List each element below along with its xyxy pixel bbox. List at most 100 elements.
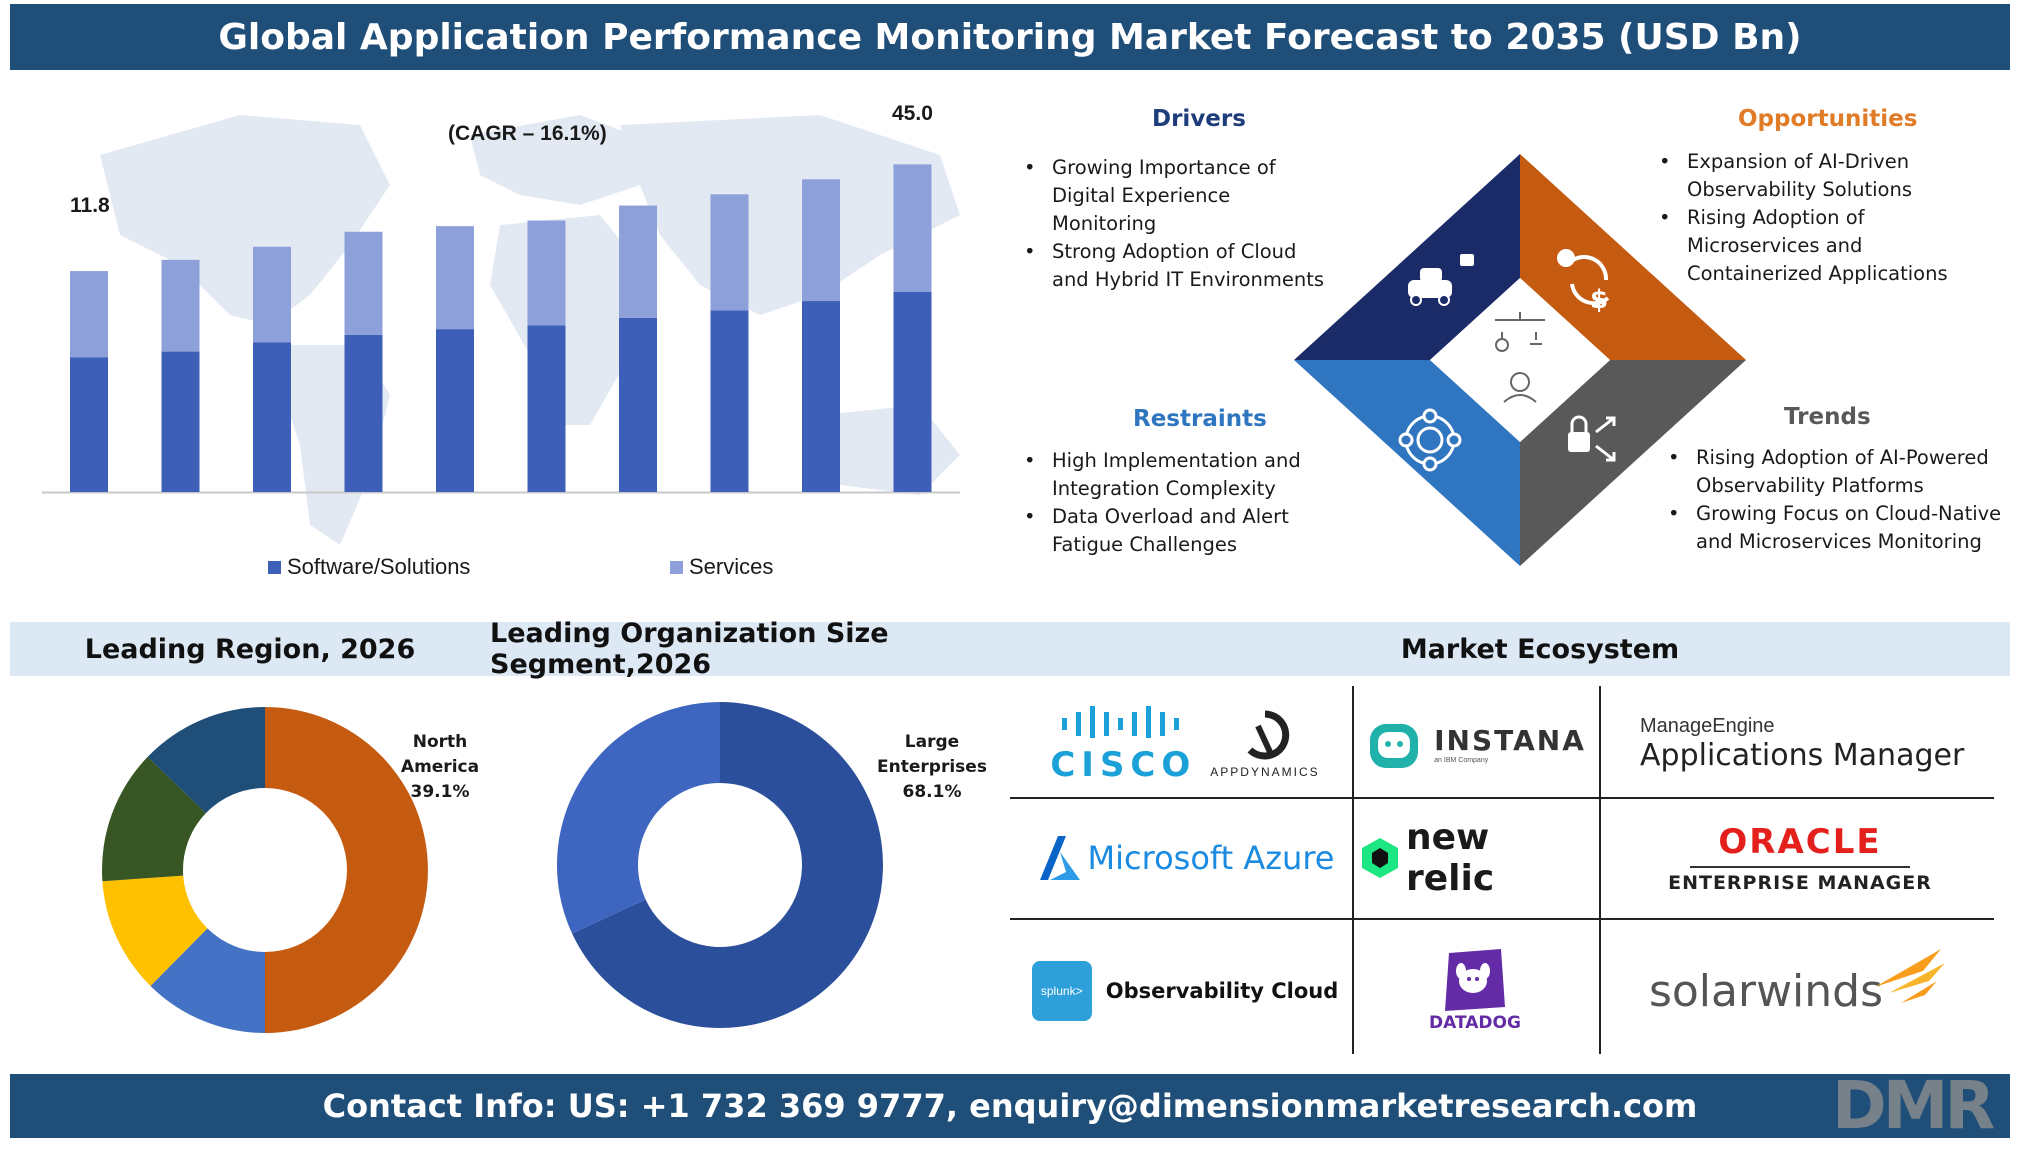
bar-software-2027 (161, 351, 200, 492)
manageengine-logo: ManageEngine Applications Manager (1606, 696, 1994, 792)
analytics-person-icon (1495, 312, 1545, 403)
lock-arrows-icon (1568, 415, 1616, 462)
trends-item-line: and Microservices Monitoring (1696, 530, 1982, 553)
drivers-item-line: Digital Experience (1052, 184, 1231, 207)
bar-services-2033 (710, 194, 749, 311)
trends-item-line: Growing Focus on Cloud-Native (1696, 502, 2002, 525)
org-label-line: Large (904, 732, 960, 752)
bar-services-2034 (802, 179, 840, 302)
x-tick-label: 2030 (431, 508, 480, 510)
opportunities-item-line: Expansion of AI-Driven (1687, 150, 1910, 173)
instana-logo: INSTANA an IBM Company (1360, 696, 1590, 792)
splunk-icon: splunk> (1031, 961, 1092, 1021)
observability-cloud-wordmark: Observability Cloud (1105, 979, 1339, 1003)
trends-title: Trends (1784, 404, 1871, 430)
region-label-line: North (412, 732, 468, 752)
ecosystem-title: Market Ecosystem (1400, 633, 1680, 665)
drivers-quadrant (1294, 154, 1520, 360)
x-tick-label: 2035 (888, 508, 937, 510)
restraints-title: Restraints (1133, 406, 1267, 432)
donut-slice (572, 702, 883, 1028)
trends-item: Rising Adoption of AI-Powered Observabil… (1668, 444, 2001, 500)
datadog-wordmark: DATADOG (1429, 1013, 1521, 1033)
restraints-item-line: Integration Complexity (1052, 477, 1276, 500)
drivers-item-line: and Hybrid IT Environments (1052, 268, 1325, 291)
legend-swatch-services (670, 560, 683, 574)
bar-software-2029 (344, 334, 383, 492)
restraints-item-line: High Implementation and (1052, 449, 1301, 472)
contact-footer: Contact Info: US: +1 732 369 9777, enqui… (10, 1074, 2010, 1138)
trends-quadrant (1520, 360, 1746, 566)
donut-slice (102, 875, 208, 986)
restraints-quadrant (1294, 360, 1520, 566)
donut-slice (102, 756, 206, 882)
last-value-label: 45.0 (892, 102, 933, 125)
solarwinds-logo: solarwinds (1606, 928, 1994, 1054)
new-relic-wordmark: new relic (1406, 817, 1495, 899)
org-donut-chart (557, 702, 883, 1028)
bar-services-2026 (70, 271, 108, 358)
microsoft-azure-logo: Microsoft Azure (1030, 808, 1340, 908)
legend-label-services: Services (689, 554, 774, 579)
eco-grid-line (1010, 797, 1994, 799)
instana-robot-icon (1370, 724, 1419, 768)
bar-services-2031 (527, 220, 566, 326)
ecosystem-section-header: Market Ecosystem (1010, 622, 2010, 676)
opportunities-item-line: Observability Solutions (1687, 178, 1913, 201)
x-tick-label: 2027 (156, 508, 205, 510)
x-tick-label: 2026 (65, 508, 114, 510)
eco-grid-line (1599, 686, 1601, 1054)
restraints-item-line: Fatigue Challenges (1052, 533, 1238, 556)
cagr-annotation: (CAGR – 16.1%) (448, 122, 607, 145)
region-donut-chart (102, 707, 428, 1033)
trends-item-line: Rising Adoption of AI-Powered (1696, 446, 1989, 469)
opportunities-item-line: Microservices and (1687, 234, 1863, 257)
x-tick-label: 2032 (614, 508, 663, 510)
new-relic-icon (1362, 838, 1398, 878)
x-tick-label: 2031 (522, 508, 571, 510)
azure-a-icon (1039, 836, 1080, 880)
donut-slice (147, 707, 265, 814)
legend-item-services: Services (670, 554, 773, 580)
opportunities-title: Opportunities (1738, 106, 1918, 132)
oracle-subtitle: ENTERPRISE MANAGER (1668, 872, 1932, 894)
trends-item: Growing Focus on Cloud-Native and Micros… (1668, 500, 2001, 556)
new-relic-logo: new relic (1360, 808, 1590, 908)
trends-list: Rising Adoption of AI-Powered Observabil… (1668, 444, 2001, 556)
opportunities-item: Rising Adoption of Microservices and Con… (1659, 204, 1948, 288)
datadog-logo: DATADOG (1360, 928, 1590, 1054)
opportunities-item-line: Containerized Applications (1687, 262, 1948, 285)
oracle-logo: ORACLE ENTERPRISE MANAGER (1606, 808, 1994, 908)
eco-grid-line (1352, 686, 1354, 1054)
market-dynamics-diamond: $ (1294, 154, 1746, 566)
x-tick-label: 2034 (797, 508, 846, 510)
bar-software-2032 (619, 317, 657, 492)
dmr-logo: DMR (1832, 1070, 1998, 1134)
bar-software-2031 (527, 325, 566, 492)
bar-services-2030 (436, 226, 474, 330)
first-value-label: 11.8 (70, 194, 110, 217)
market-bar-chart: 2026 2027 2028 2029 2030 2031 2032 2033 2034 2035 (42, 164, 960, 510)
solarwinds-flame-icon (1875, 949, 1946, 1003)
solarwinds-wordmark: solarwinds (1648, 965, 1884, 1017)
appdynamics-wordmark: APPDYNAMICS (1210, 764, 1320, 779)
region-label-line: 39.1% (410, 782, 470, 802)
org-label-line: Enterprises (877, 757, 987, 777)
org-label-line: 68.1% (902, 782, 962, 802)
opportunities-list: Expansion of AI-Driven Observability Sol… (1659, 148, 1948, 288)
restraints-item-line: Data Overload and Alert (1052, 505, 1289, 528)
bar-software-2034 (802, 301, 840, 492)
restraints-item: Data Overload and Alert Fatigue Challeng… (1024, 503, 1301, 559)
bar-services-2029 (344, 231, 383, 335)
opportunities-item: Expansion of AI-Driven Observability Sol… (1659, 148, 1948, 204)
x-tick-label: 2028 (248, 508, 297, 510)
network-gear-icon (1398, 408, 1462, 472)
bar-software-2035 (893, 291, 932, 492)
drivers-item-line: Monitoring (1052, 212, 1157, 235)
bar-services-2035 (893, 164, 932, 292)
oracle-wordmark: ORACLE (1718, 822, 1882, 862)
bar-services-2032 (619, 205, 657, 318)
restraints-item: High Implementation and Integration Comp… (1024, 447, 1301, 503)
donut-slice (150, 928, 265, 1033)
donut-slice (557, 702, 720, 934)
